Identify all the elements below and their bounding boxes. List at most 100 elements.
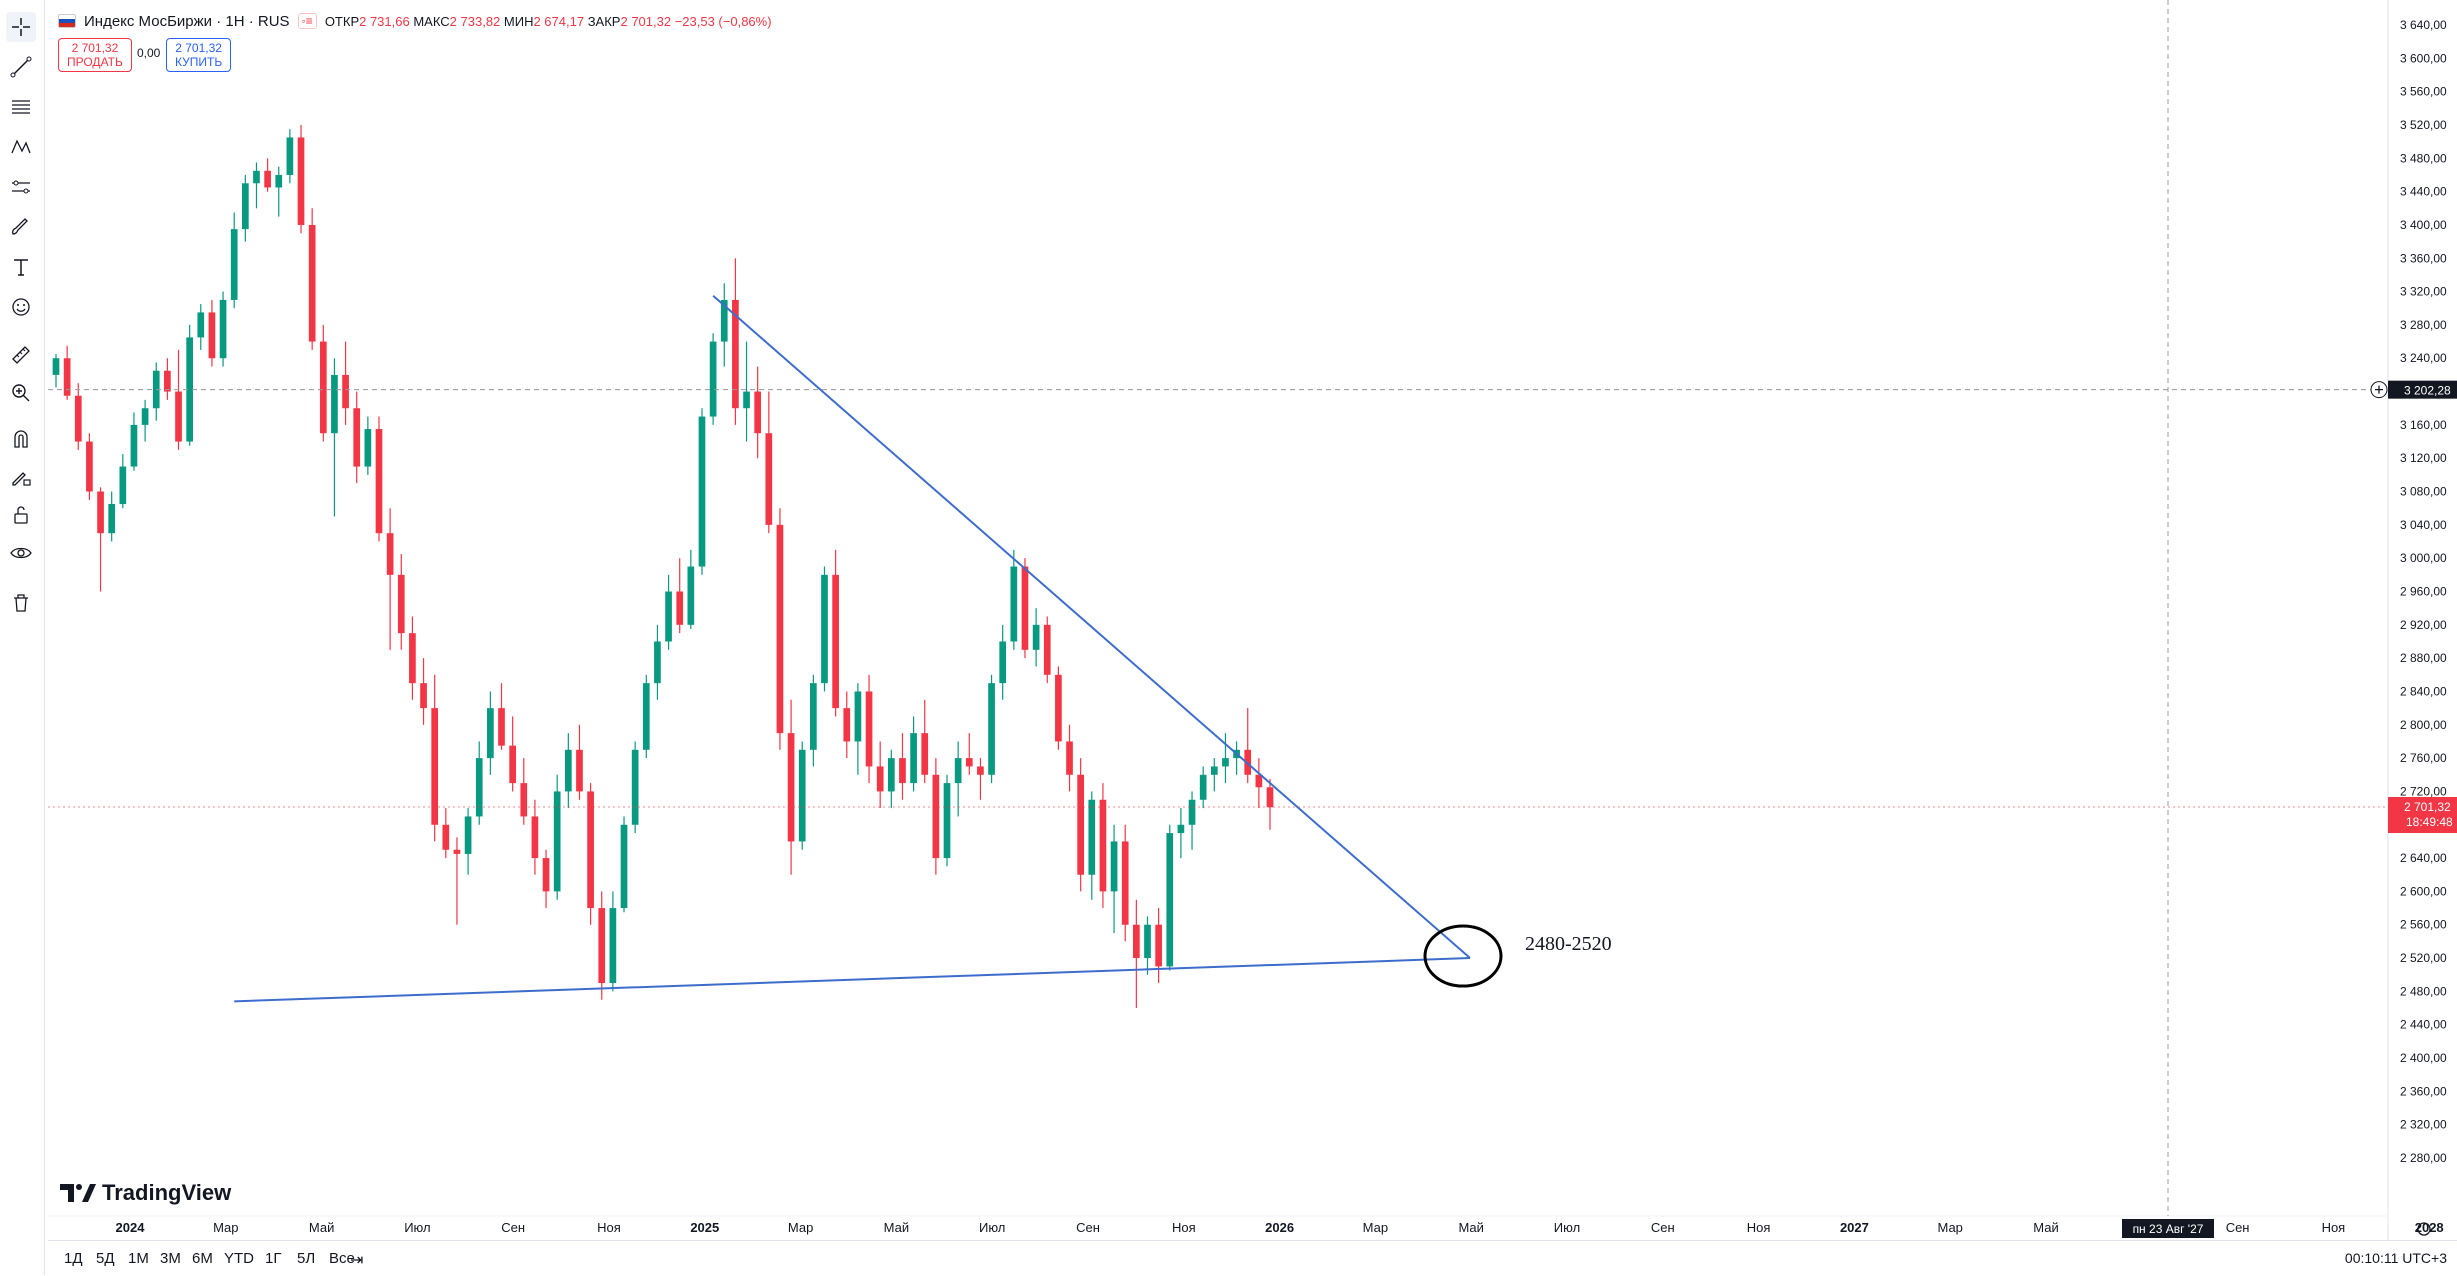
- target-annotation[interactable]: 2480-2520: [1525, 933, 1612, 955]
- candle-body: [631, 749, 639, 825]
- trash-icon[interactable]: [6, 588, 36, 618]
- candle-body: [687, 566, 695, 625]
- candle-body: [297, 137, 305, 225]
- pattern-icon[interactable]: [6, 132, 36, 162]
- sell-button[interactable]: 2 701,32 ПРОДАТЬ: [58, 38, 132, 72]
- candle-body: [1222, 758, 1229, 767]
- fib-icon[interactable]: [6, 92, 36, 122]
- clock[interactable]: 00:10:11 UTC+3: [2344, 1250, 2447, 1266]
- measure-icon[interactable]: [6, 172, 36, 202]
- descending-trendline[interactable]: [712, 295, 1471, 959]
- price-tick-label: 2 480,00: [2400, 984, 2447, 998]
- crosshair-price-badge: [2388, 380, 2457, 399]
- timeframe-5[interactable]: YTD: [224, 1250, 254, 1267]
- open-label: ОТКР: [324, 13, 360, 29]
- time-tick-label: Ноя: [2322, 1220, 2346, 1235]
- candle-body: [954, 758, 962, 784]
- candle-body: [798, 749, 806, 842]
- logo-text: TradingView: [102, 1180, 232, 1205]
- candle-body: [1188, 799, 1196, 825]
- timeframe-3[interactable]: 3М: [160, 1250, 181, 1267]
- price-tick-label: 2 400,00: [2400, 1051, 2447, 1065]
- magnet-icon[interactable]: [6, 424, 36, 454]
- target-ellipse[interactable]: [1423, 924, 1503, 988]
- timeframe-7[interactable]: 5Л: [297, 1250, 316, 1267]
- time-tick-label: Май: [2033, 1220, 2058, 1235]
- price-tick-label: 3 280,00: [2400, 318, 2447, 332]
- brush-icon[interactable]: [6, 212, 36, 242]
- ascending-trendline[interactable]: [234, 957, 1471, 1003]
- time-tick-label: 2025: [690, 1220, 719, 1235]
- candle-body: [219, 299, 227, 359]
- price-tick-label: 2 320,00: [2400, 1118, 2447, 1132]
- candle-body: [1110, 841, 1118, 892]
- eye-icon[interactable]: [6, 538, 36, 568]
- tradingview-logo[interactable]: TradingView: [60, 1180, 231, 1206]
- candle-body: [1066, 741, 1073, 775]
- candle-body: [1043, 624, 1051, 675]
- sell-price: 2 701,32: [71, 41, 119, 55]
- price-tick-label: 3 120,00: [2400, 451, 2447, 465]
- candle-body: [253, 170, 260, 184]
- candle-body: [386, 533, 394, 575]
- price-tick-label: 2 760,00: [2400, 751, 2447, 765]
- date-range-icon[interactable]: ⇥: [350, 1252, 364, 1269]
- candle-body: [275, 174, 283, 188]
- time-tick-label: 2024: [116, 1220, 146, 1235]
- candle-body: [141, 408, 149, 425]
- lock-icon[interactable]: [6, 500, 36, 530]
- settings-icon[interactable]: [2417, 1222, 2431, 1236]
- price-tick-label: 2 560,00: [2400, 918, 2447, 932]
- candle-body: [487, 708, 494, 759]
- close-value: 2 701,32 −23,53 (−0,86%): [620, 13, 772, 29]
- candle-body: [720, 299, 728, 342]
- market-status-icon[interactable]: ◦≡: [297, 13, 317, 29]
- timeframe-4[interactable]: 6М: [192, 1250, 213, 1267]
- emoji-icon[interactable]: [6, 292, 36, 322]
- symbol-header: Индекс МосБиржи · 1Н · RUS ◦≡ ОТКР2 731,…: [58, 10, 772, 32]
- trend-line-icon[interactable]: [6, 52, 36, 82]
- ruler-icon[interactable]: [6, 340, 36, 370]
- buy-button[interactable]: 2 701,32 КУПИТЬ: [166, 38, 232, 72]
- candle-body: [698, 416, 706, 567]
- price-tick-label: 2 800,00: [2400, 718, 2447, 732]
- candle-body: [186, 337, 193, 442]
- candle-body: [531, 816, 539, 859]
- time-tick-label: Ноя: [1172, 1220, 1196, 1235]
- lock-draw-icon[interactable]: [6, 462, 36, 492]
- time-tick-label: Сен: [1651, 1220, 1675, 1235]
- candle-body: [520, 783, 528, 817]
- text-icon[interactable]: [6, 252, 36, 282]
- timeframe-8[interactable]: Все: [329, 1250, 355, 1267]
- time-tick-label: 2027: [1840, 1220, 1869, 1235]
- timeframe-1[interactable]: 5Д: [96, 1250, 115, 1267]
- candle-body: [241, 183, 249, 230]
- low-value: 2 674,17: [533, 13, 585, 29]
- candle-body: [86, 441, 93, 492]
- price-tick-label: 2 600,00: [2400, 884, 2447, 898]
- candle-body: [464, 816, 472, 854]
- candle-body: [932, 774, 940, 859]
- candle-body: [364, 429, 372, 467]
- last-price-label: 2 701,32: [2404, 800, 2451, 814]
- candle-body: [832, 574, 839, 709]
- time-tick-label: Мар: [1363, 1220, 1388, 1235]
- candle-body: [509, 745, 516, 784]
- crosshair-icon[interactable]: [6, 12, 36, 42]
- bottom-toolbar: [48, 1240, 2457, 1276]
- timeframe-2[interactable]: 1М: [128, 1250, 149, 1267]
- time-tick-label: Ноя: [597, 1220, 621, 1235]
- zoom-icon[interactable]: [6, 378, 36, 408]
- price-tick-label: 2 920,00: [2400, 618, 2447, 632]
- price-tick-label: 3 640,00: [2400, 18, 2447, 32]
- symbol-title[interactable]: Индекс МосБиржи · 1Н · RUS: [84, 12, 290, 30]
- candle-body: [1055, 674, 1062, 742]
- candle-body: [353, 408, 361, 467]
- price-axis[interactable]: [2388, 0, 2457, 1240]
- time-tick-label: Сен: [2226, 1220, 2250, 1235]
- timeframe-0[interactable]: 1Д: [64, 1250, 83, 1267]
- time-tick-label: 2026: [1265, 1220, 1294, 1235]
- timeframe-6[interactable]: 1Г: [265, 1250, 282, 1267]
- buy-price: 2 701,32: [175, 41, 222, 55]
